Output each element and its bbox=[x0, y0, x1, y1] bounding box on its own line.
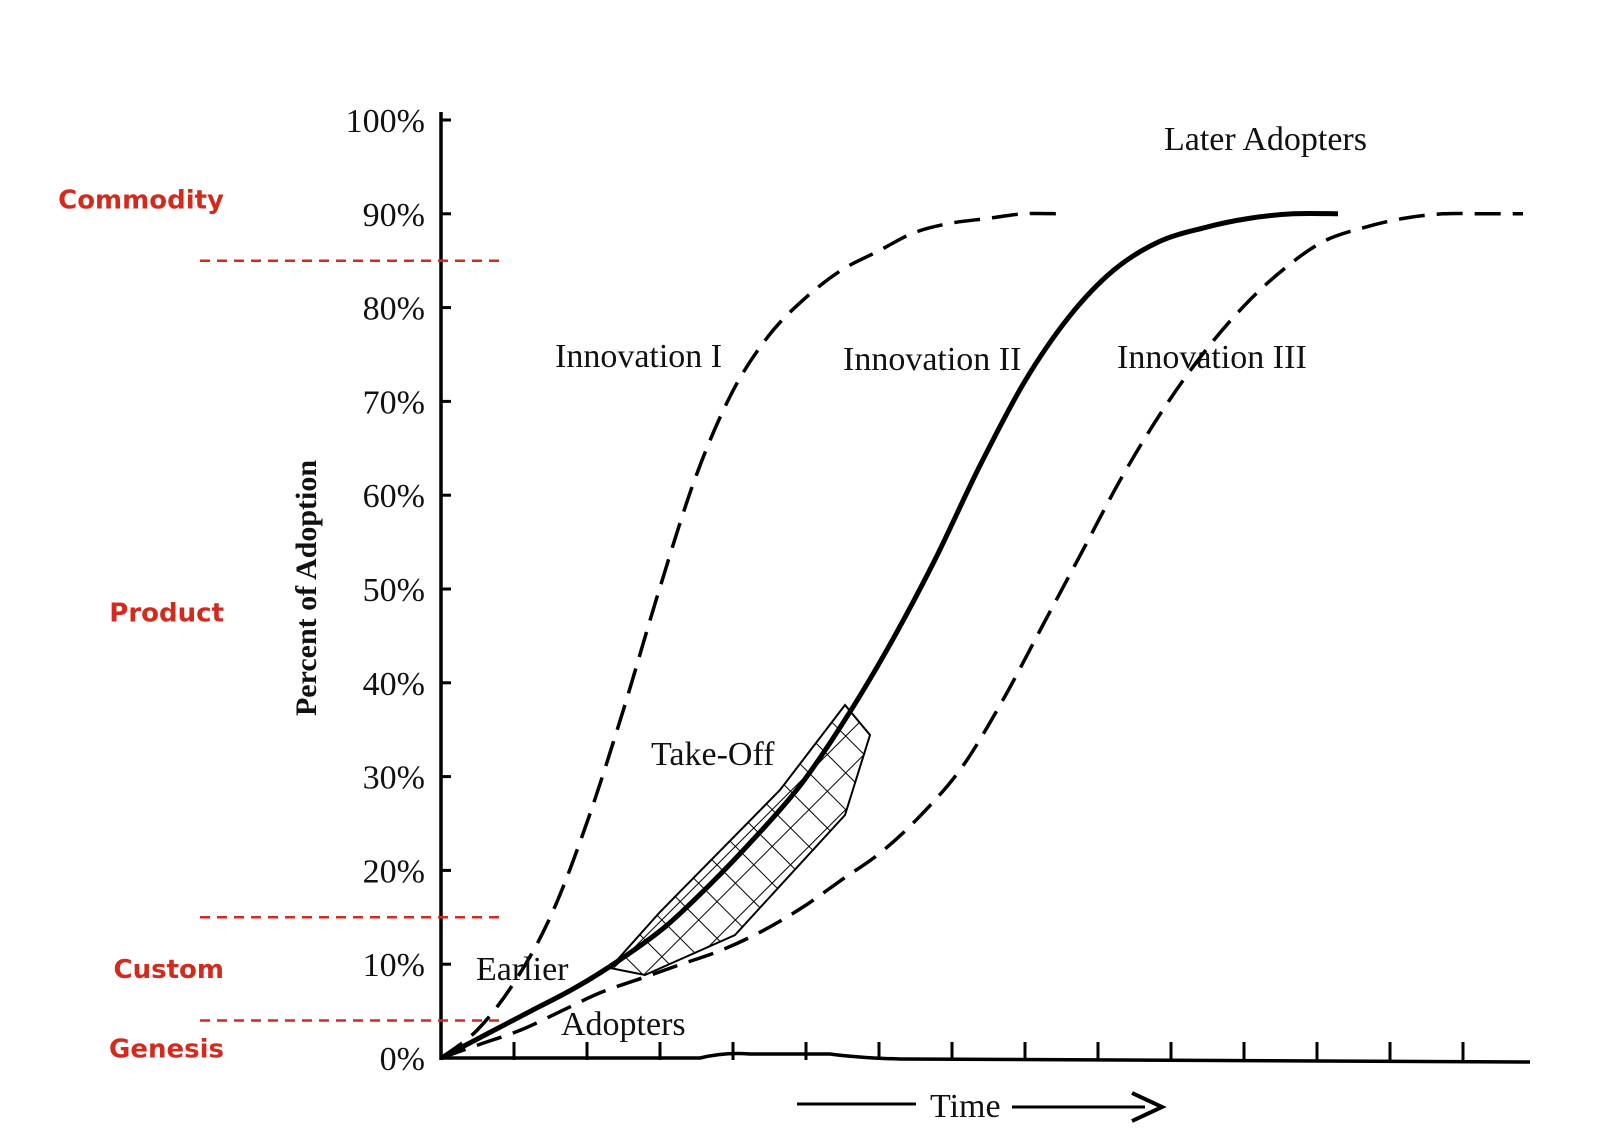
y-tick-label: 80% bbox=[363, 291, 425, 328]
y-tick-label: 0% bbox=[380, 1041, 425, 1078]
y-tick-label: 20% bbox=[363, 853, 425, 890]
time-arrow-head bbox=[1131, 1091, 1167, 1123]
adopters-label: Adopters bbox=[561, 1006, 686, 1043]
stage-label-genesis: Genesis bbox=[109, 1035, 224, 1065]
take-off-label: Take-Off bbox=[651, 736, 775, 773]
y-tick-label: 10% bbox=[363, 947, 425, 984]
y-tick-label: 40% bbox=[363, 666, 425, 703]
y-tick-label: 90% bbox=[363, 197, 425, 234]
series-line-2 bbox=[439, 210, 1339, 1061]
stage-label-custom: Custom bbox=[114, 955, 224, 985]
take-off-hatch-band bbox=[608, 703, 872, 977]
x-axis-ticks bbox=[512, 1042, 1465, 1060]
later-adopters-label: Later Adopters bbox=[1164, 121, 1367, 158]
stage-label-commodity: Commodity bbox=[58, 186, 224, 216]
series-line-3 bbox=[440, 211, 1523, 1060]
x-axis-label: Time bbox=[930, 1088, 1001, 1125]
y-tick-label: 30% bbox=[363, 760, 425, 797]
y-axis-ticks: 0% 10% 20% 30% 40% 50% 60% 70% 80% 90% 100% bbox=[346, 103, 451, 1078]
series-line-1 bbox=[439, 211, 1061, 1060]
innovation-3-label: Innovation III bbox=[1117, 339, 1307, 376]
x-axis bbox=[441, 1051, 1531, 1064]
innovation-1-label: Innovation I bbox=[555, 338, 722, 375]
y-tick-label: 50% bbox=[363, 572, 425, 609]
y-tick-label: 100% bbox=[346, 103, 425, 140]
earlier-label: Earlier bbox=[476, 951, 569, 988]
y-tick-label: 60% bbox=[363, 478, 425, 515]
stage-label-product: Product bbox=[109, 598, 224, 628]
y-tick-label: 70% bbox=[363, 384, 425, 421]
y-axis-label: Percent of Adoption bbox=[290, 460, 323, 716]
innovation-2-label: Innovation II bbox=[843, 341, 1021, 378]
